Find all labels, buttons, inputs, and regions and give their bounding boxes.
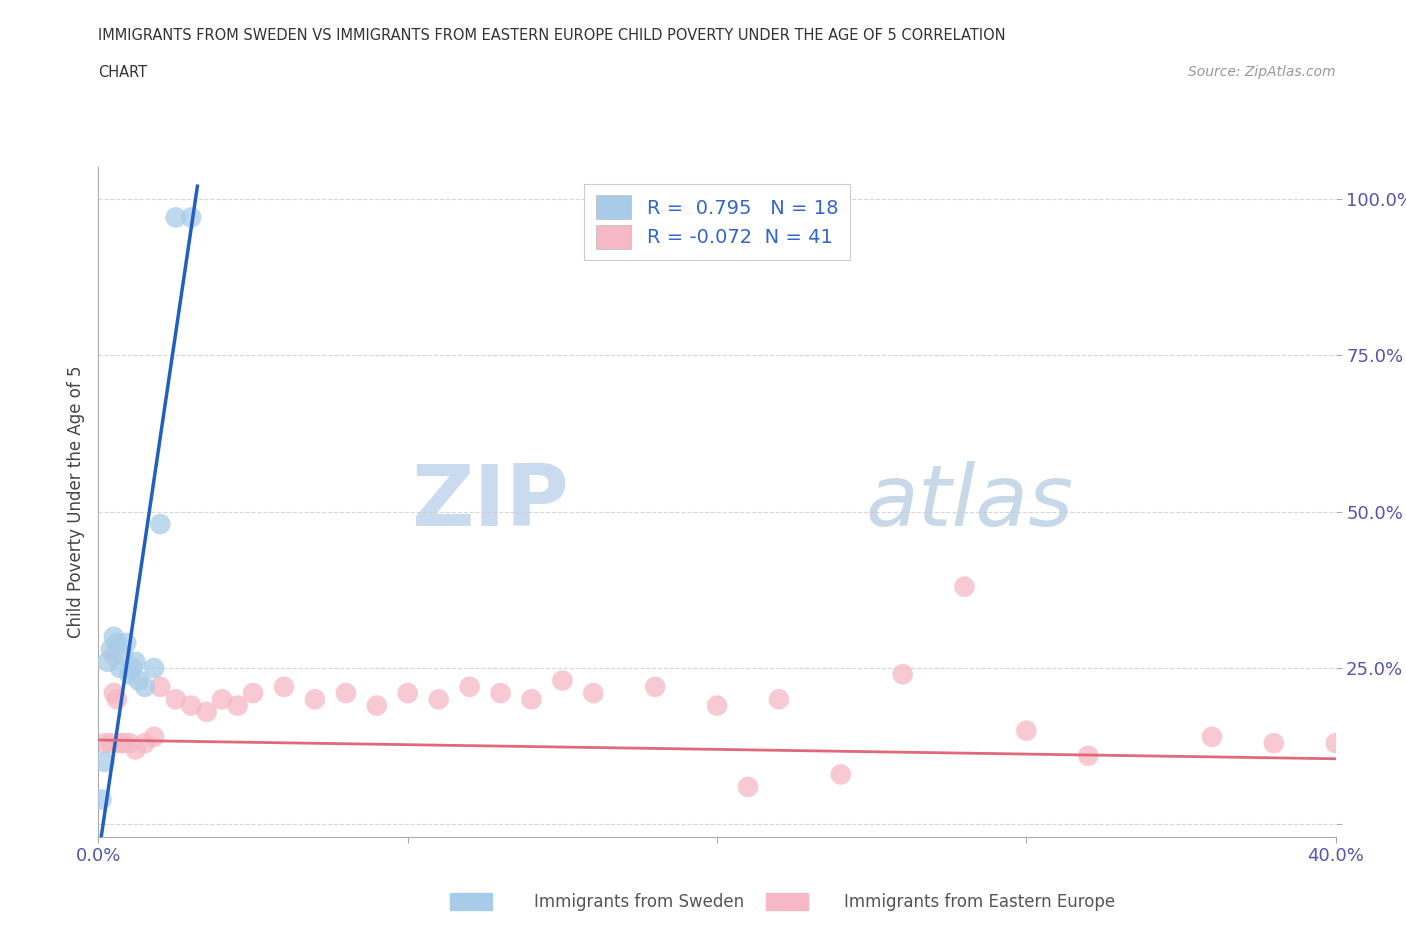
Point	[118, 667, 141, 682]
Point	[644, 680, 666, 695]
Point	[134, 736, 156, 751]
Point	[115, 635, 138, 650]
Text: Source: ZipAtlas.com: Source: ZipAtlas.com	[1188, 65, 1336, 79]
Point	[211, 692, 233, 707]
Text: ZIP: ZIP	[411, 460, 568, 544]
Text: atlas: atlas	[866, 460, 1074, 544]
Point	[93, 754, 115, 769]
Point	[112, 736, 135, 751]
Point	[124, 742, 146, 757]
Point	[103, 685, 125, 700]
Point	[143, 729, 166, 744]
Point	[335, 685, 357, 700]
Point	[273, 680, 295, 695]
Point	[953, 579, 976, 594]
Point	[242, 685, 264, 700]
Point	[830, 767, 852, 782]
Point	[1263, 736, 1285, 751]
Point	[180, 698, 202, 713]
Text: CHART: CHART	[98, 65, 148, 80]
Point	[105, 635, 128, 650]
Legend: R =  0.795   N = 18, R = -0.072  N = 41: R = 0.795 N = 18, R = -0.072 N = 41	[585, 184, 849, 260]
Point	[149, 680, 172, 695]
Text: Immigrants from Sweden: Immigrants from Sweden	[534, 893, 744, 911]
Point	[93, 736, 115, 751]
Point	[108, 736, 131, 751]
Point	[226, 698, 249, 713]
Point	[520, 692, 543, 707]
Point	[706, 698, 728, 713]
Point	[118, 736, 141, 751]
Point	[180, 210, 202, 225]
Point	[134, 680, 156, 695]
Point	[195, 704, 218, 719]
Point	[112, 648, 135, 663]
Point	[582, 685, 605, 700]
Point	[891, 667, 914, 682]
Point	[366, 698, 388, 713]
Text: IMMIGRANTS FROM SWEDEN VS IMMIGRANTS FROM EASTERN EUROPE CHILD POVERTY UNDER THE: IMMIGRANTS FROM SWEDEN VS IMMIGRANTS FRO…	[98, 28, 1007, 43]
Point	[1201, 729, 1223, 744]
Point	[396, 685, 419, 700]
Point	[149, 517, 172, 532]
Point	[100, 642, 122, 657]
Point	[100, 736, 122, 751]
Point	[551, 673, 574, 688]
Point	[105, 692, 128, 707]
Point	[103, 630, 125, 644]
Point	[165, 210, 187, 225]
Point	[108, 660, 131, 675]
Point	[124, 655, 146, 670]
Point	[1324, 736, 1347, 751]
Point	[90, 792, 112, 807]
Y-axis label: Child Poverty Under the Age of 5: Child Poverty Under the Age of 5	[66, 365, 84, 639]
Point	[304, 692, 326, 707]
Point	[768, 692, 790, 707]
Text: Immigrants from Eastern Europe: Immigrants from Eastern Europe	[844, 893, 1115, 911]
Point	[128, 673, 150, 688]
Point	[143, 660, 166, 675]
Point	[737, 779, 759, 794]
Point	[489, 685, 512, 700]
Point	[97, 655, 120, 670]
Point	[1015, 724, 1038, 738]
Point	[165, 692, 187, 707]
Point	[427, 692, 450, 707]
Point	[103, 648, 125, 663]
Point	[458, 680, 481, 695]
Point	[1077, 749, 1099, 764]
Point	[121, 660, 143, 675]
